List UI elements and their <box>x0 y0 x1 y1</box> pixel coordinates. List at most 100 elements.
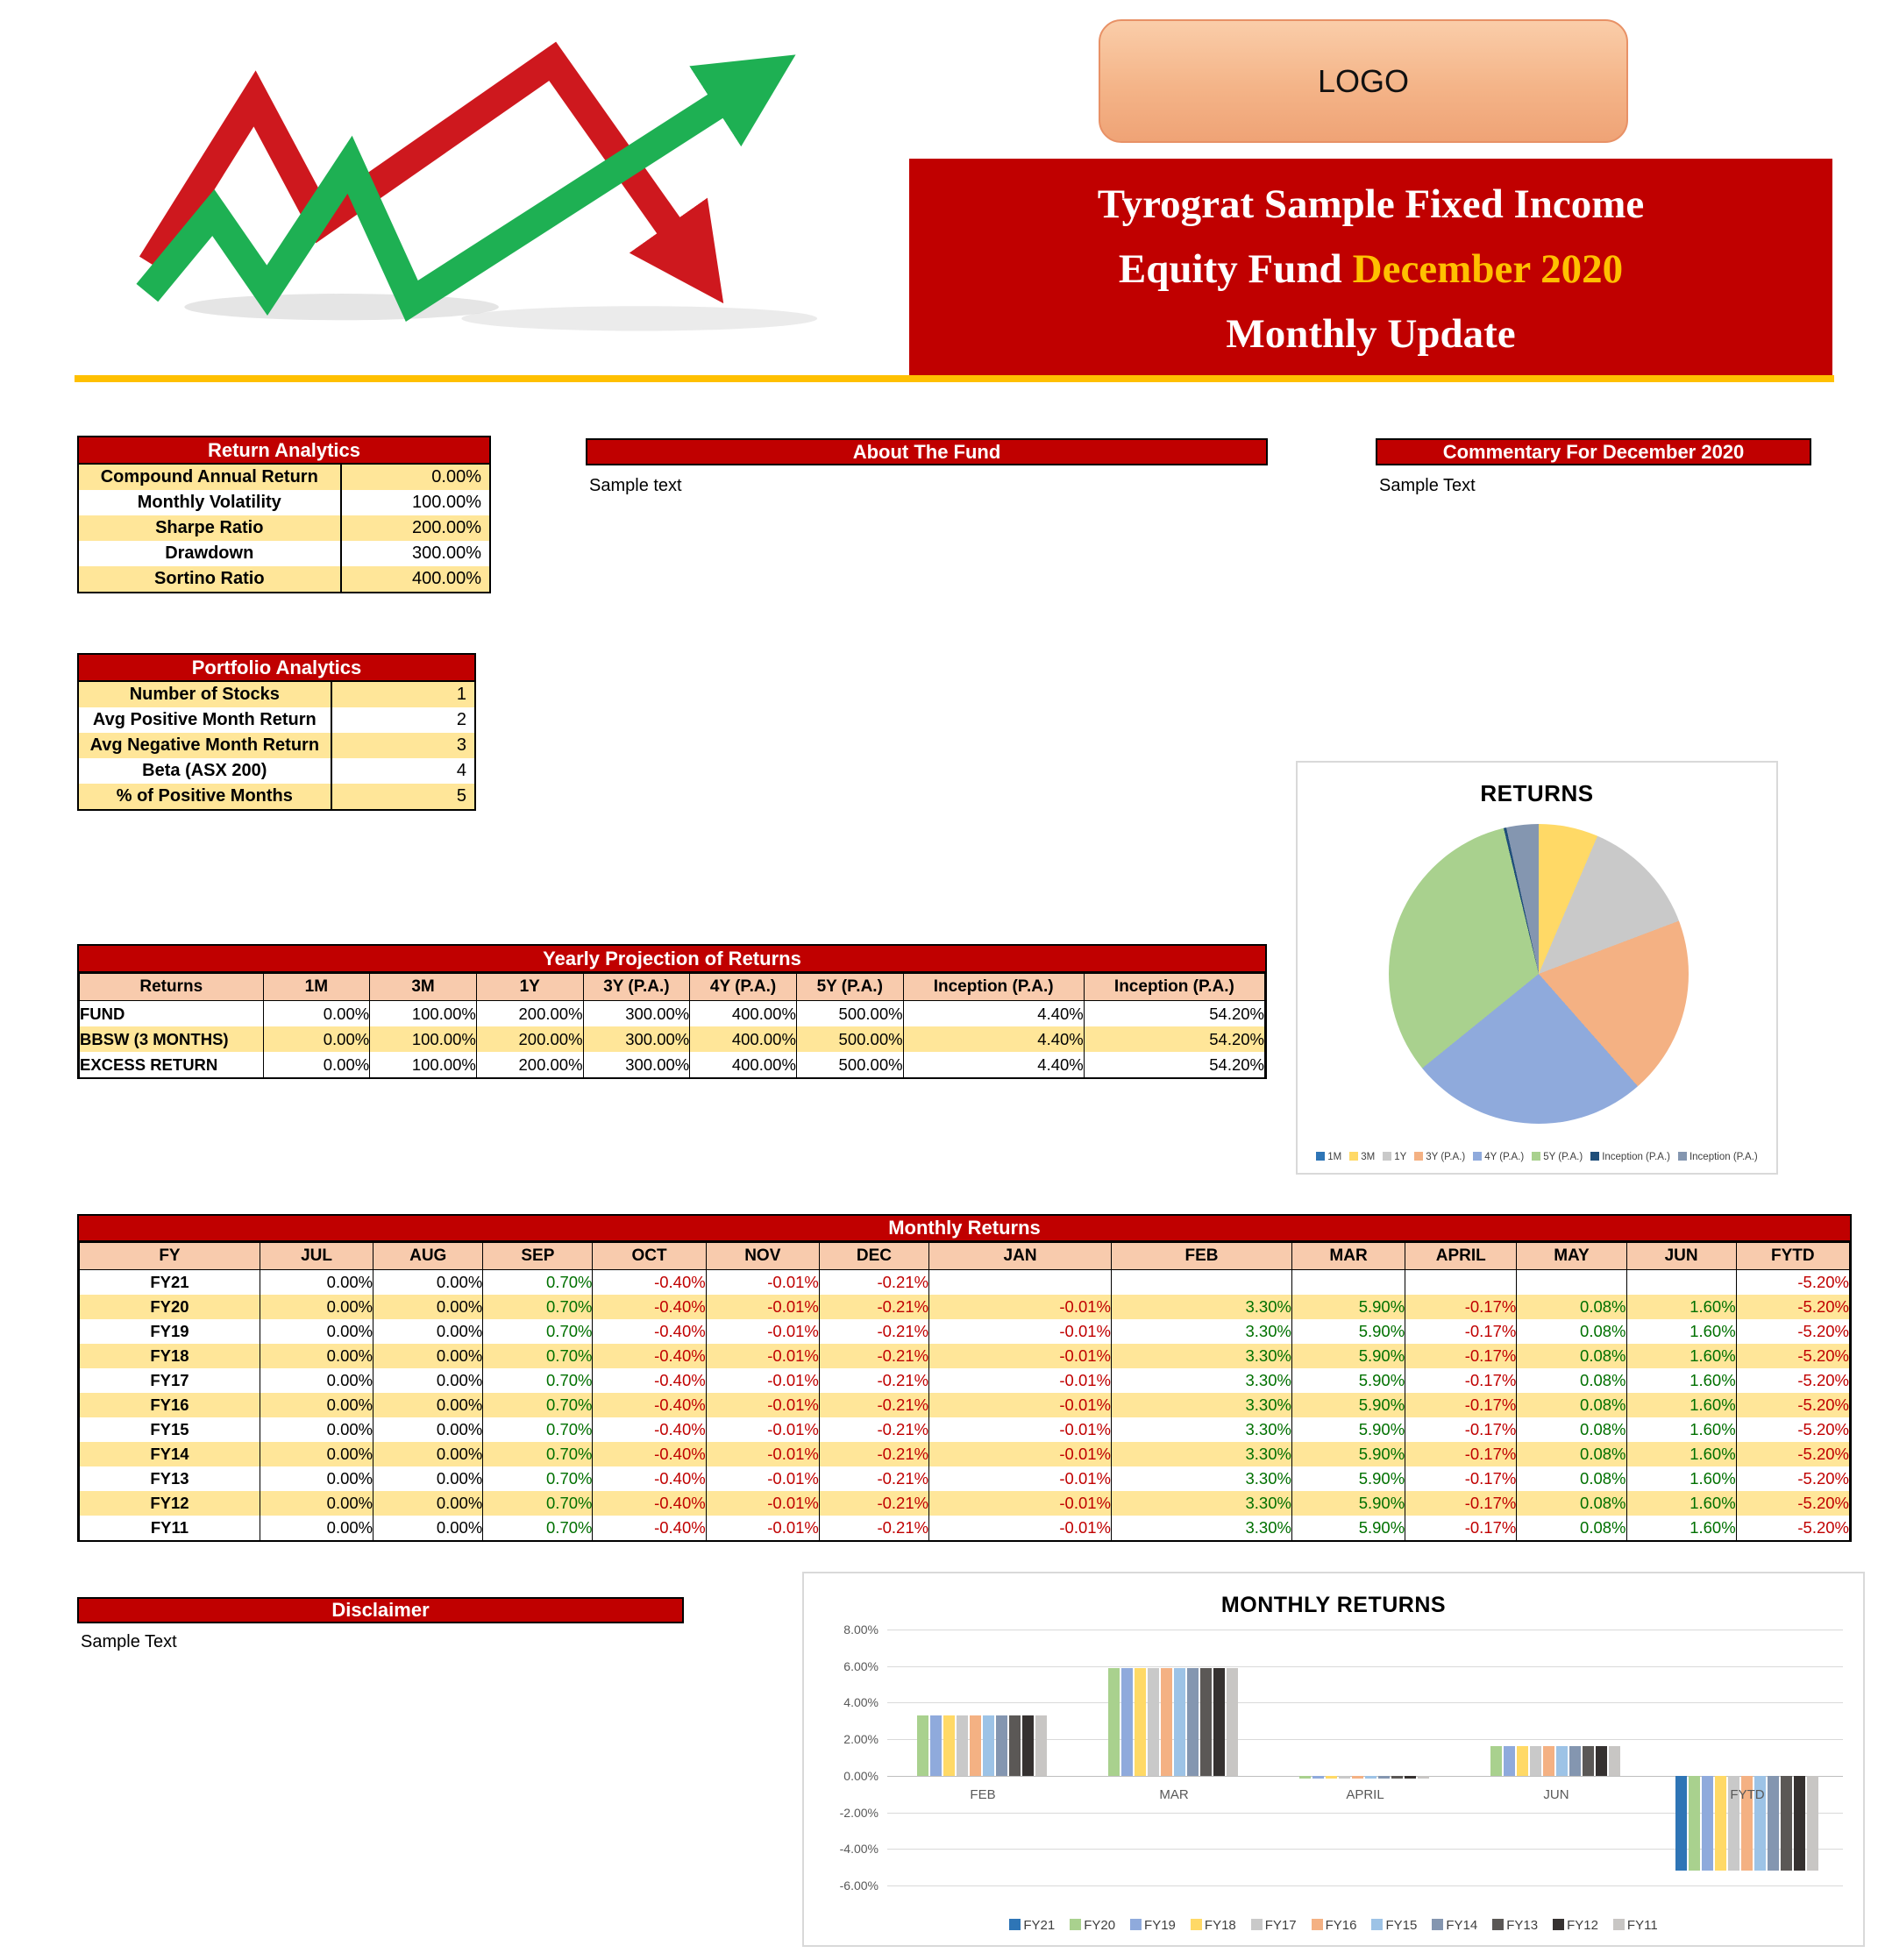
return-analytics-title[interactable]: Return Analytics <box>79 437 489 465</box>
value-cell[interactable]: 4.40% <box>902 1000 1085 1026</box>
value-cell[interactable]: 1.60% <box>1625 1368 1737 1393</box>
about-the-fund-header[interactable]: About The Fund <box>586 438 1268 465</box>
value-cell[interactable]: 5.90% <box>1291 1516 1406 1540</box>
value-cell[interactable]: -0.17% <box>1405 1295 1518 1319</box>
value-cell[interactable]: 0.00% <box>259 1368 374 1393</box>
column-header[interactable]: 3M <box>369 973 477 1001</box>
value-cell[interactable]: -0.01% <box>705 1466 820 1491</box>
column-header[interactable]: OCT <box>592 1242 707 1270</box>
column-header[interactable]: APRIL <box>1405 1242 1518 1270</box>
metric-label[interactable]: % of Positive Months <box>79 784 332 809</box>
metric-label[interactable]: Sortino Ratio <box>79 566 342 592</box>
value-cell[interactable]: 300.00% <box>582 1052 691 1077</box>
value-cell[interactable]: 4.40% <box>902 1026 1085 1052</box>
fiscal-year-cell[interactable]: FY18 <box>79 1344 260 1368</box>
value-cell[interactable]: 0.00% <box>259 1269 374 1295</box>
column-header[interactable]: 4Y (P.A.) <box>689 973 797 1001</box>
column-header[interactable]: SEP <box>482 1242 594 1270</box>
column-header[interactable]: 1M <box>262 973 371 1001</box>
metric-label[interactable]: Sharpe Ratio <box>79 515 342 541</box>
value-cell[interactable]: 0.70% <box>482 1516 594 1540</box>
portfolio-analytics-title[interactable]: Portfolio Analytics <box>79 655 474 682</box>
value-cell[interactable]: -0.17% <box>1405 1516 1518 1540</box>
value-cell[interactable]: -0.40% <box>592 1319 707 1344</box>
metric-value[interactable]: 400.00% <box>412 569 481 588</box>
fiscal-year-cell[interactable]: FY15 <box>79 1417 260 1442</box>
column-header[interactable]: FY <box>79 1242 260 1270</box>
value-cell[interactable]: 0.08% <box>1516 1393 1627 1417</box>
value-cell[interactable]: 0.00% <box>262 1000 371 1026</box>
value-cell[interactable]: -5.20% <box>1735 1368 1851 1393</box>
value-cell[interactable]: -0.17% <box>1405 1466 1518 1491</box>
value-cell[interactable]: 0.00% <box>373 1344 484 1368</box>
disclaimer-header[interactable]: Disclaimer <box>77 1597 684 1623</box>
value-cell[interactable]: 0.70% <box>482 1491 594 1516</box>
value-cell[interactable]: -0.40% <box>592 1466 707 1491</box>
value-cell[interactable]: 0.70% <box>482 1319 594 1344</box>
value-cell[interactable]: 54.20% <box>1083 1052 1266 1077</box>
value-cell[interactable]: 0.00% <box>259 1319 374 1344</box>
metric-value[interactable]: 0.00% <box>431 467 481 486</box>
value-cell[interactable]: -0.17% <box>1405 1319 1518 1344</box>
value-cell[interactable]: -5.20% <box>1735 1319 1851 1344</box>
value-cell[interactable]: 0.00% <box>373 1417 484 1442</box>
fiscal-year-cell[interactable]: FY20 <box>79 1295 260 1319</box>
value-cell[interactable]: -0.01% <box>705 1393 820 1417</box>
value-cell[interactable]: 0.70% <box>482 1466 594 1491</box>
value-cell[interactable]: -0.01% <box>928 1344 1113 1368</box>
value-cell[interactable]: -0.01% <box>705 1319 820 1344</box>
value-cell[interactable]: -0.21% <box>818 1393 930 1417</box>
metric-label[interactable]: Beta (ASX 200) <box>79 758 332 784</box>
value-cell[interactable]: -0.01% <box>705 1344 820 1368</box>
metric-value[interactable]: 1 <box>456 685 466 704</box>
value-cell[interactable]: 100.00% <box>369 1026 477 1052</box>
metric-label[interactable]: Compound Annual Return <box>79 465 342 490</box>
value-cell[interactable]: 5.90% <box>1291 1442 1406 1466</box>
value-cell[interactable]: -0.01% <box>705 1417 820 1442</box>
value-cell[interactable]: 5.90% <box>1291 1466 1406 1491</box>
value-cell[interactable]: 0.08% <box>1516 1516 1627 1540</box>
metric-label[interactable]: Avg Positive Month Return <box>79 707 332 733</box>
value-cell[interactable] <box>1516 1269 1627 1295</box>
value-cell[interactable]: -0.17% <box>1405 1491 1518 1516</box>
value-cell[interactable]: 0.00% <box>373 1442 484 1466</box>
value-cell[interactable]: -0.40% <box>592 1344 707 1368</box>
value-cell[interactable]: 3.30% <box>1111 1393 1292 1417</box>
column-header[interactable]: 1Y <box>475 973 584 1001</box>
yearly-projection-title[interactable]: Yearly Projection of Returns <box>79 946 1265 973</box>
value-cell[interactable]: -5.20% <box>1735 1344 1851 1368</box>
monthly-returns-bar-chart[interactable]: MONTHLY RETURNS 8.00% 6.00% 4.00% 2.00% 0.00… <box>802 1572 1865 1947</box>
metric-label[interactable]: Drawdown <box>79 541 342 566</box>
value-cell[interactable] <box>928 1269 1113 1295</box>
value-cell[interactable]: -0.01% <box>928 1393 1113 1417</box>
value-cell[interactable]: -0.17% <box>1405 1368 1518 1393</box>
value-cell[interactable]: 5.90% <box>1291 1319 1406 1344</box>
value-cell[interactable]: 0.08% <box>1516 1442 1627 1466</box>
column-header[interactable]: DEC <box>818 1242 930 1270</box>
value-cell[interactable]: 200.00% <box>475 1000 584 1026</box>
value-cell[interactable]: 5.90% <box>1291 1417 1406 1442</box>
fiscal-year-cell[interactable]: FY16 <box>79 1393 260 1417</box>
value-cell[interactable]: 0.08% <box>1516 1319 1627 1344</box>
logo-placeholder[interactable]: LOGO <box>1099 19 1628 143</box>
column-header[interactable]: JAN <box>928 1242 1113 1270</box>
fiscal-year-cell[interactable]: FY13 <box>79 1466 260 1491</box>
column-header[interactable]: MAR <box>1291 1242 1406 1270</box>
value-cell[interactable]: 0.00% <box>259 1295 374 1319</box>
value-cell[interactable]: -5.20% <box>1735 1491 1851 1516</box>
value-cell[interactable]: 1.60% <box>1625 1491 1737 1516</box>
value-cell[interactable] <box>1405 1269 1518 1295</box>
returns-pie-chart[interactable]: RETURNS 1M 3M 1Y 3Y (P.A.) 4Y (P.A.) 5Y (P.A.… <box>1296 761 1778 1175</box>
about-the-fund-body[interactable]: Sample text <box>589 476 682 495</box>
value-cell[interactable]: 4.40% <box>902 1052 1085 1077</box>
value-cell[interactable]: 0.00% <box>259 1393 374 1417</box>
value-cell[interactable]: -0.01% <box>928 1295 1113 1319</box>
value-cell[interactable]: -0.40% <box>592 1269 707 1295</box>
value-cell[interactable]: -0.21% <box>818 1466 930 1491</box>
value-cell[interactable]: -0.17% <box>1405 1344 1518 1368</box>
value-cell[interactable]: 5.90% <box>1291 1393 1406 1417</box>
value-cell[interactable]: -0.01% <box>928 1442 1113 1466</box>
value-cell[interactable]: 1.60% <box>1625 1442 1737 1466</box>
value-cell[interactable]: 0.00% <box>373 1393 484 1417</box>
value-cell[interactable]: 500.00% <box>795 1026 904 1052</box>
